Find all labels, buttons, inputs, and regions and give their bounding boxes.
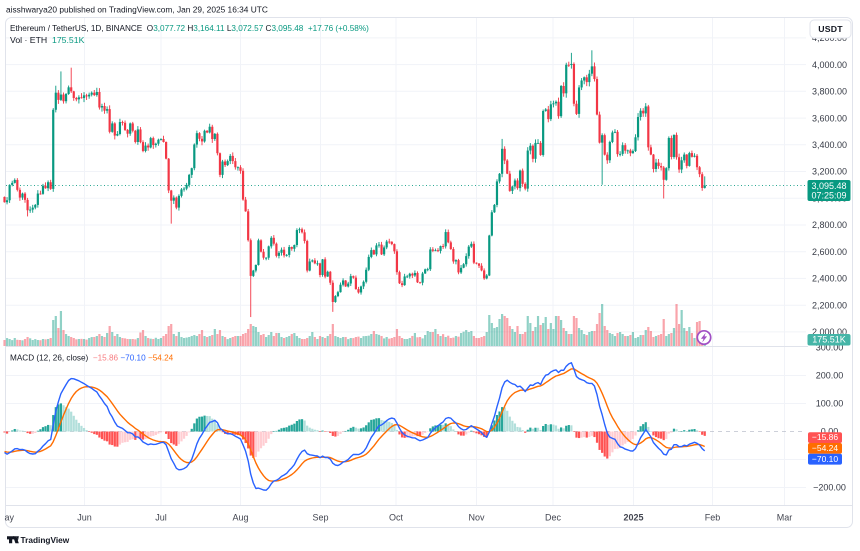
svg-text:3,800.00: 3,800.00 <box>812 87 847 97</box>
svg-text:2,200.00: 2,200.00 <box>812 300 847 310</box>
svg-text:Dec: Dec <box>545 513 562 523</box>
svg-text:2025: 2025 <box>623 513 643 523</box>
svg-text:2,000.00: 2,000.00 <box>812 327 847 337</box>
svg-text:Vol · ETH 175.51K: Vol · ETH 175.51K <box>10 35 85 45</box>
svg-text:Aug: Aug <box>232 513 248 523</box>
svg-text:Nov: Nov <box>468 513 485 523</box>
svg-text:3,200.00: 3,200.00 <box>812 167 847 177</box>
svg-text:TradingView: TradingView <box>21 535 70 545</box>
svg-text:−200.00: −200.00 <box>813 483 846 493</box>
svg-text:3,095.48: 3,095.48 <box>811 181 846 191</box>
svg-text:200.00: 200.00 <box>816 371 844 381</box>
svg-text:USDT: USDT <box>818 24 843 34</box>
svg-text:−15.86: −15.86 <box>812 432 839 442</box>
svg-text:3,400.00: 3,400.00 <box>812 140 847 150</box>
svg-text:300.00: 300.00 <box>816 343 844 353</box>
svg-text:Sep: Sep <box>312 513 328 523</box>
svg-text:−70.10: −70.10 <box>812 454 839 464</box>
svg-text:175.51K: 175.51K <box>812 335 846 345</box>
svg-text:07:25:09: 07:25:09 <box>811 191 846 201</box>
svg-text:Jul: Jul <box>155 513 167 523</box>
svg-text:3,600.00: 3,600.00 <box>812 113 847 123</box>
svg-text:2,800.00: 2,800.00 <box>812 220 847 230</box>
svg-text:MACD (12, 26, close) −15.86 −: MACD (12, 26, close) −15.86 −70.10 −54.2… <box>10 353 174 362</box>
svg-text:Oct: Oct <box>389 513 404 523</box>
svg-text:aisshwarya20 published on Trad: aisshwarya20 published on TradingView.co… <box>6 5 268 15</box>
svg-text:Mar: Mar <box>777 513 793 523</box>
svg-text:Feb: Feb <box>705 513 721 523</box>
svg-text:2,400.00: 2,400.00 <box>812 274 847 284</box>
svg-text:Jun: Jun <box>77 513 92 523</box>
svg-text:Ethereum / TetherUS, 1D, BINAN: Ethereum / TetherUS, 1D, BINANCE O3,077.… <box>10 24 369 33</box>
svg-text:100.00: 100.00 <box>816 399 844 409</box>
svg-text:−54.24: −54.24 <box>812 443 839 453</box>
svg-text:ay: ay <box>5 513 15 523</box>
svg-text:0.00: 0.00 <box>821 427 839 437</box>
svg-text:4,000.00: 4,000.00 <box>812 60 847 70</box>
svg-text:2,600.00: 2,600.00 <box>812 247 847 257</box>
